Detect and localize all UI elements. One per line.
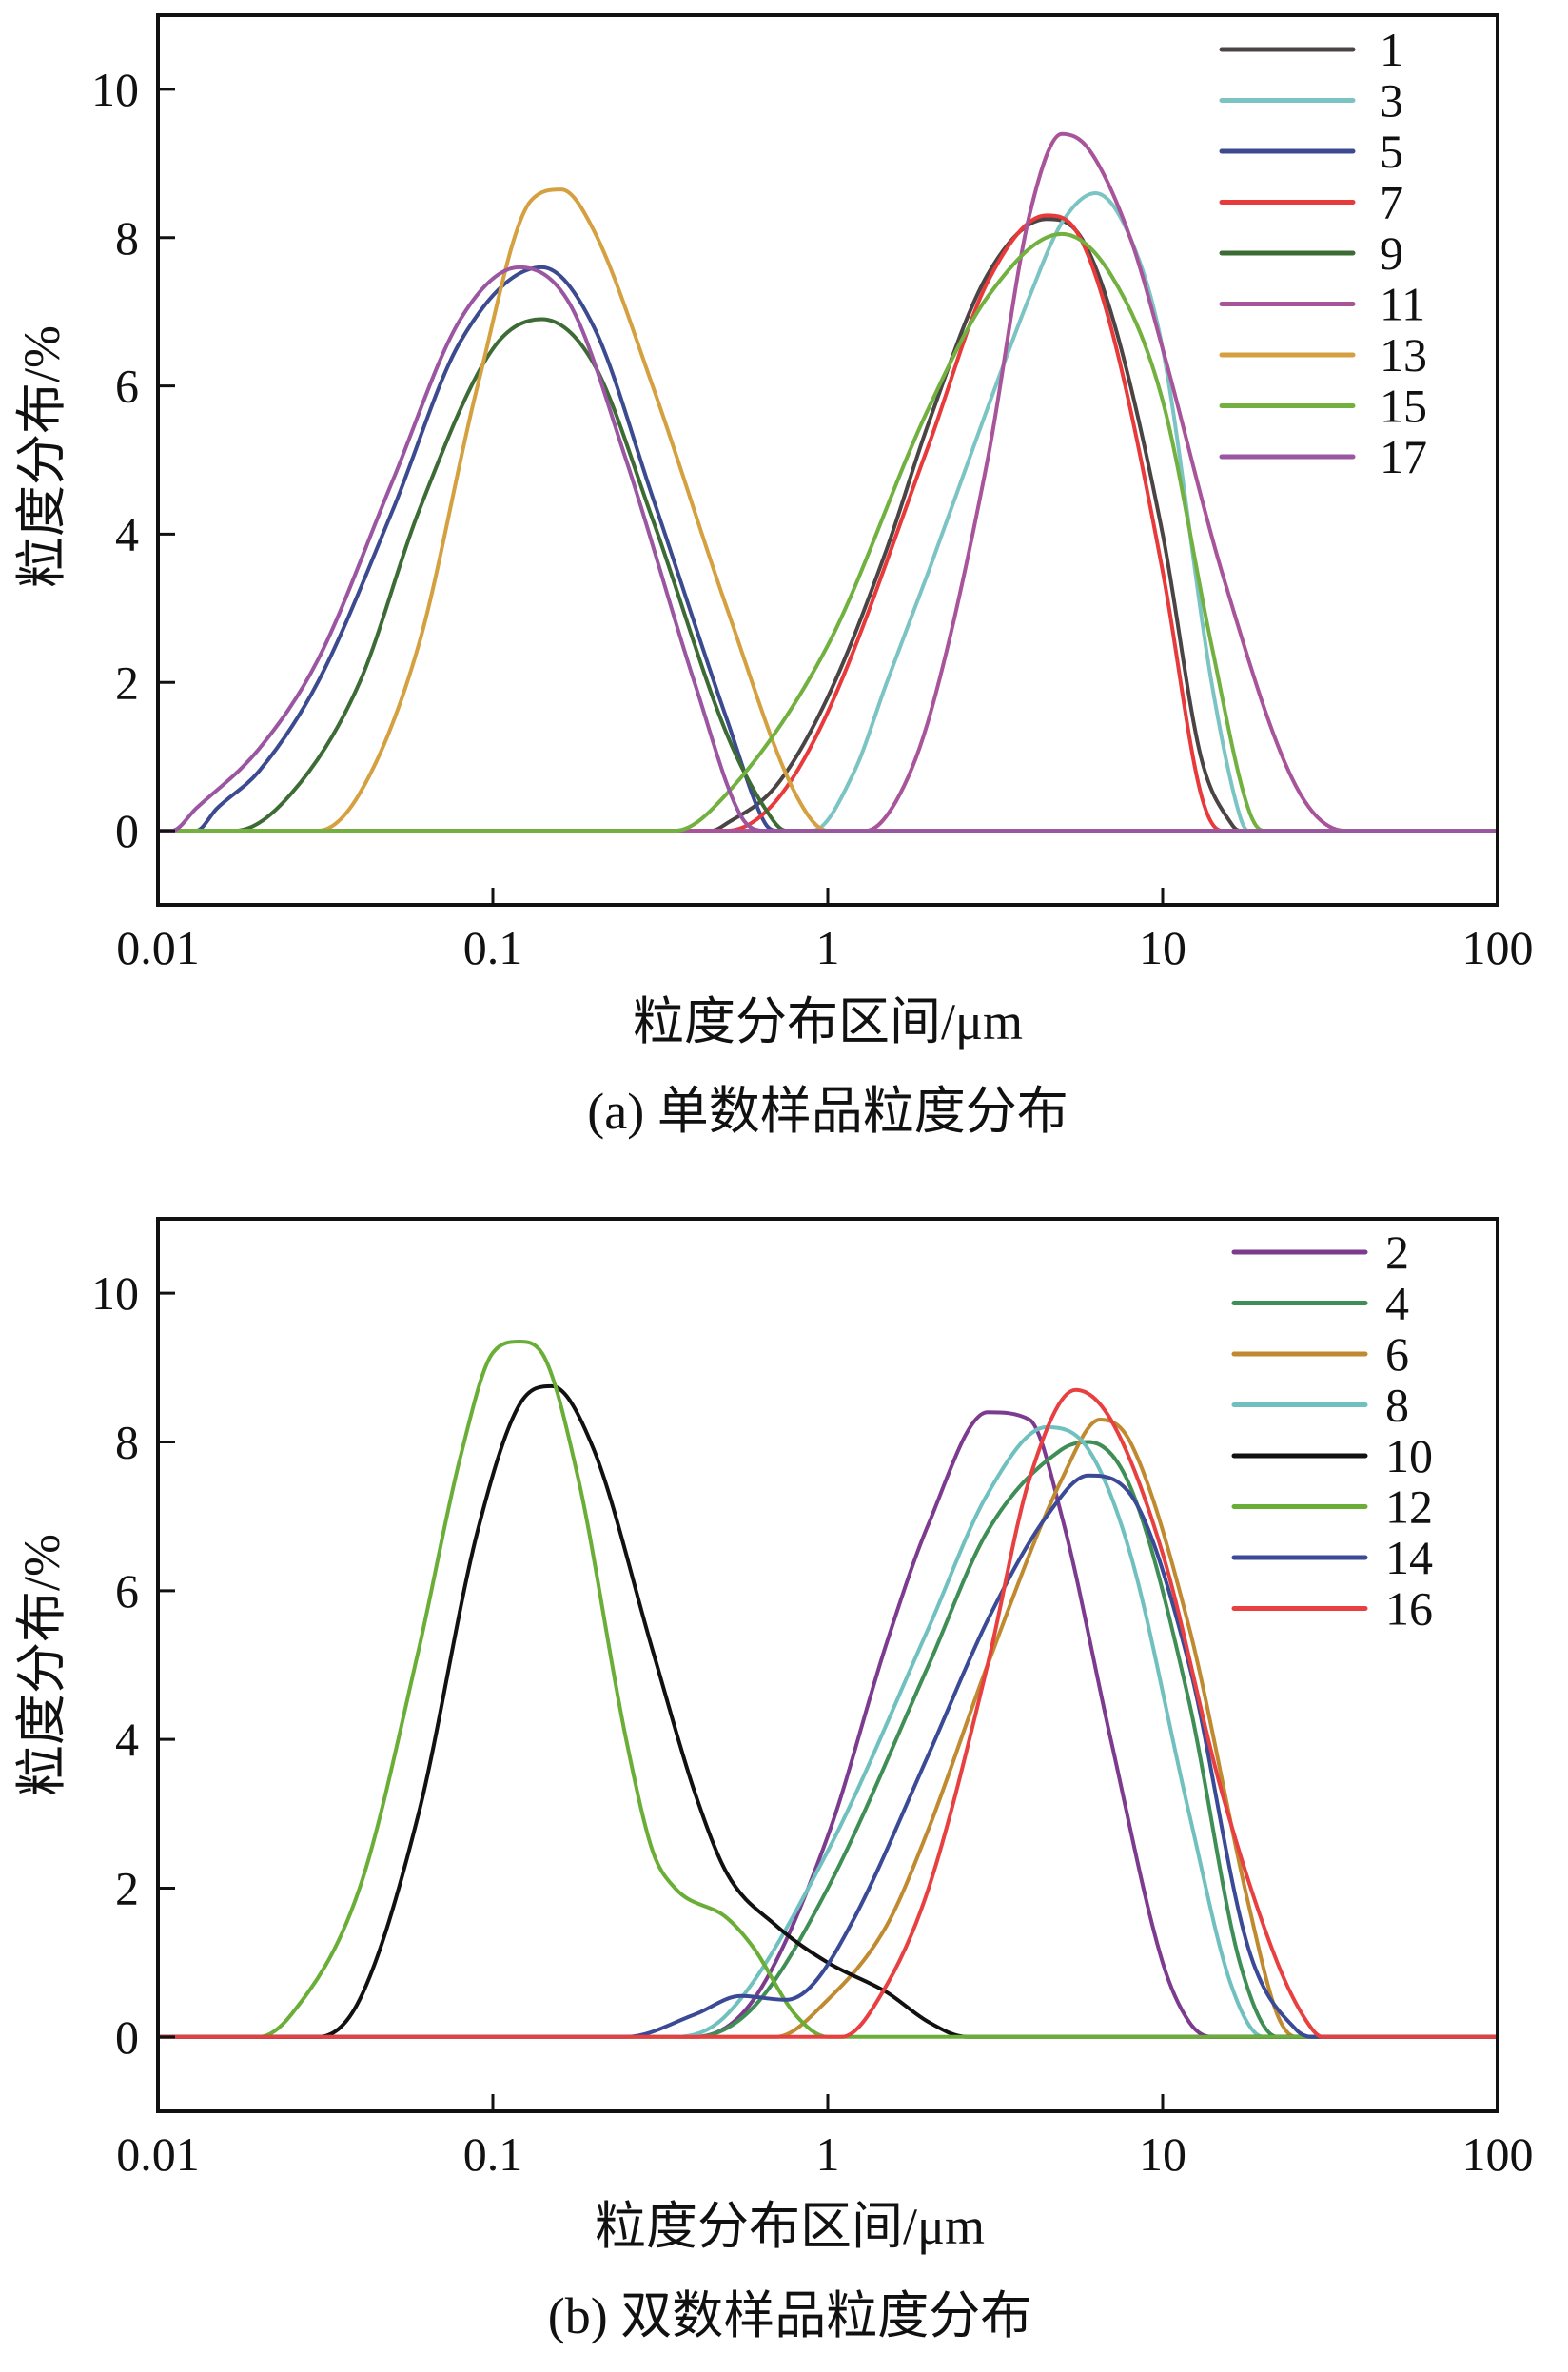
- legend-item: 4: [1231, 1277, 1409, 1330]
- legend-label: 8: [1385, 1379, 1409, 1432]
- x-tick-label: 0.1: [463, 921, 523, 974]
- y-tick-label: 2: [115, 1862, 139, 1915]
- legend-item: 7: [1219, 176, 1403, 229]
- y-tick-label: 4: [115, 507, 139, 560]
- legend-item: 16: [1231, 1582, 1433, 1636]
- legend-label: 5: [1380, 125, 1403, 178]
- series-line-7: [158, 213, 1498, 833]
- legend-item: 1: [1219, 23, 1403, 76]
- legend-label: 16: [1385, 1582, 1433, 1636]
- series-line-14: [158, 1473, 1498, 2039]
- y-tick-label: 0: [115, 2010, 139, 2064]
- panel-a: 粒度分布/% 粒度分布区间/μm (a) 单数样品粒度分布 0.01 0.1 1 10…: [13, 13, 1534, 1140]
- series-line-5: [158, 265, 1498, 833]
- y-tick-label: 10: [91, 1266, 139, 1320]
- legend-label: 4: [1385, 1277, 1409, 1330]
- x-tick-label: 10: [1139, 2127, 1186, 2181]
- series-line-1: [158, 217, 1498, 833]
- series-lines: [158, 131, 1498, 833]
- series-line-17: [158, 265, 1498, 833]
- series-line-16: [158, 1387, 1498, 2039]
- series-line-13: [158, 187, 1498, 833]
- legend-item: 11: [1219, 278, 1425, 331]
- series-line-10: [158, 1383, 1498, 2039]
- legend-label: 13: [1380, 328, 1427, 382]
- x-axis-title: 粒度分布区间/μm: [633, 993, 1023, 1050]
- series-line-2: [158, 1410, 1498, 2039]
- legend-label: 12: [1385, 1480, 1433, 1534]
- x-tick-label: 1: [816, 921, 840, 974]
- legend-label: 7: [1380, 176, 1403, 229]
- legend-item: 15: [1219, 380, 1427, 433]
- legend-item: 14: [1231, 1531, 1433, 1584]
- axes-frame: [156, 13, 1499, 907]
- caption: (b) 双数样品粒度分布: [548, 2287, 1031, 2344]
- y-tick-label: 6: [115, 360, 139, 413]
- legend-item: 5: [1219, 125, 1403, 178]
- y-tick-label: 0: [115, 804, 139, 857]
- legend-item: 6: [1231, 1327, 1409, 1381]
- series-line-3: [158, 191, 1498, 833]
- series-line-8: [158, 1424, 1498, 2039]
- legend-item: 3: [1219, 74, 1403, 127]
- legend-item: 9: [1219, 226, 1403, 280]
- y-axis-title: 粒度分布/%: [13, 325, 70, 588]
- legend-label: 6: [1385, 1327, 1409, 1381]
- legend-item: 17: [1219, 430, 1427, 483]
- y-tick-label: 10: [91, 63, 139, 116]
- series-line-9: [158, 317, 1498, 833]
- legend-label: 10: [1385, 1429, 1433, 1482]
- caption: (a) 单数样品粒度分布: [587, 1083, 1068, 1140]
- legend-item: 13: [1219, 328, 1427, 382]
- legend-label: 17: [1380, 430, 1427, 483]
- x-tick-label: 1: [816, 2127, 840, 2181]
- x-axis-title: 粒度分布区间/μm: [595, 2198, 985, 2255]
- x-tick-label: 100: [1462, 921, 1534, 974]
- series-line-4: [158, 1440, 1498, 2039]
- y-axis-title: 粒度分布/%: [13, 1534, 70, 1796]
- legend-item: 2: [1231, 1225, 1409, 1279]
- x-tick-label: 0.01: [116, 921, 200, 974]
- legend-label: 15: [1380, 380, 1427, 433]
- legend-label: 2: [1385, 1225, 1409, 1279]
- legend-label: 9: [1380, 226, 1403, 280]
- y-tick-label: 6: [115, 1564, 139, 1617]
- legend-label: 3: [1380, 74, 1403, 127]
- y-tick-label: 4: [115, 1713, 139, 1766]
- x-tick-label: 0.01: [116, 2127, 200, 2181]
- panel-b: 粒度分布/% 粒度分布区间/μm (b) 双数样品粒度分布 0.01 0.1 1 10…: [13, 1217, 1534, 2344]
- series-line-6: [158, 1418, 1498, 2039]
- legend-item: 10: [1231, 1429, 1433, 1482]
- y-tick-label: 2: [115, 656, 139, 709]
- y-tick-label: 8: [115, 211, 139, 265]
- series-line-15: [158, 231, 1498, 833]
- legend-item: 12: [1231, 1480, 1433, 1534]
- x-tick-label: 10: [1139, 921, 1186, 974]
- y-tick-label: 8: [115, 1416, 139, 1469]
- series-line-12: [158, 1340, 1498, 2039]
- series-line-11: [158, 131, 1498, 833]
- legend-item: 8: [1231, 1379, 1409, 1432]
- legend-label: 11: [1380, 278, 1425, 331]
- series-lines: [158, 1340, 1498, 2039]
- x-tick-label: 100: [1462, 2127, 1534, 2181]
- legend-label: 14: [1385, 1531, 1433, 1584]
- legend-label: 1: [1380, 23, 1403, 76]
- x-tick-label: 0.1: [463, 2127, 523, 2181]
